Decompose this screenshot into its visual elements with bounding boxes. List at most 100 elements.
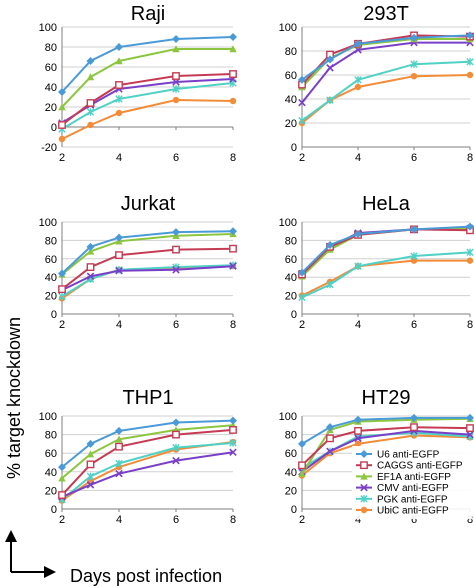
series-u6-anti-egfp	[298, 413, 474, 448]
data-point	[410, 413, 418, 422]
legend-marker	[360, 461, 368, 470]
y-tick-label: 60	[45, 254, 57, 266]
y-tick-label: 0	[291, 309, 297, 321]
x-tick-label: 2	[59, 152, 65, 164]
panel-raji: Raji -20 0 20 40 60 80 100 2 4 6 8	[39, 3, 237, 164]
data-point	[410, 252, 418, 260]
y-tick-label: 60	[285, 448, 297, 460]
series-u6-anti-egfp	[58, 227, 237, 278]
legend-marker	[360, 495, 368, 503]
data-point	[466, 413, 474, 422]
panel-jurkat: Jurkat 0 20 40 60 80 100 2 4 6 8	[39, 193, 237, 331]
y-tick-label: 20	[285, 118, 297, 130]
data-point	[115, 435, 123, 443]
series-ubic-anti-egfp	[298, 257, 474, 299]
data-point	[466, 248, 474, 257]
data-point	[298, 469, 306, 477]
y-tick-label: 60	[45, 62, 57, 74]
x-tick-label: 8	[467, 319, 473, 331]
x-tick-label: 6	[411, 514, 417, 526]
legend-item-ef1a-anti-egfp: EF1A anti-EGFP	[356, 472, 451, 483]
data-point	[326, 241, 334, 249]
series-caggs-anti-egfp	[58, 426, 237, 499]
series-line	[61, 36, 234, 93]
data-point	[326, 423, 334, 432]
data-point	[115, 251, 123, 260]
legend-item-caggs-anti-egfp: CAGGS anti-EGFP	[356, 461, 463, 472]
data-point	[298, 116, 306, 125]
data-point	[229, 70, 237, 78]
data-point	[115, 57, 123, 65]
x-tick-label: 4	[355, 514, 361, 526]
data-point	[115, 43, 123, 51]
data-point	[58, 474, 66, 482]
data-point	[115, 459, 123, 468]
series-caggs-anti-egfp	[298, 225, 474, 279]
legend-background	[352, 446, 472, 520]
panel-title: HeLa	[362, 193, 411, 215]
x-tick-label: 8	[467, 514, 473, 526]
y-tick-label: 100	[39, 22, 57, 34]
data-point	[326, 96, 334, 104]
data-point	[87, 121, 94, 129]
series-pgk-anti-egfp	[58, 439, 237, 504]
data-point	[86, 108, 95, 116]
legend-item-cmv-anti-egfp: CMV anti-EGFP	[356, 483, 449, 494]
data-point	[354, 440, 362, 448]
legend-label: EF1A anti-EGFP	[377, 472, 451, 483]
data-point	[229, 416, 237, 425]
data-point	[86, 481, 95, 489]
data-point	[86, 247, 95, 255]
series-u6-anti-egfp	[58, 33, 237, 96]
data-point	[298, 75, 306, 84]
data-point	[298, 293, 306, 302]
legend-label: UbiC anti-EGFP	[377, 506, 449, 517]
axis-arrow-icon	[5, 530, 56, 578]
data-point	[354, 76, 362, 84]
y-tick-label: 40	[45, 272, 57, 284]
data-point	[326, 434, 334, 443]
x-tick-label: 2	[59, 514, 65, 526]
data-point	[115, 442, 123, 451]
x-tick-label: 6	[173, 152, 179, 164]
y-tick-label: 40	[45, 467, 57, 479]
legend-marker	[360, 483, 368, 492]
y-tick-label: 100	[39, 411, 57, 423]
data-point	[229, 448, 237, 457]
x-tick-label: 8	[467, 152, 473, 164]
x-tick-label: 6	[173, 514, 179, 526]
x-tick-label: 4	[355, 152, 361, 164]
y-tick-label: 80	[45, 42, 57, 54]
data-point	[115, 81, 123, 89]
series-line	[301, 259, 470, 297]
x-tick-label: 8	[230, 152, 236, 164]
panel-293t: 293T 0 20 40 60 80 100 2 4 6 8	[279, 3, 474, 164]
data-point	[326, 64, 334, 72]
legend-item-ubic-anti-egfp: UbiC anti-EGFP	[356, 506, 449, 517]
x-tick-label: 2	[59, 319, 65, 331]
data-point	[86, 472, 95, 481]
y-tick-label: 0	[51, 122, 57, 134]
legend-item-pgk-anti-egfp: PGK anti-EGFP	[356, 494, 448, 505]
y-tick-label: 20	[45, 291, 57, 303]
y-axis-label: % target knockdown	[4, 317, 24, 479]
x-tick-label: 4	[355, 319, 361, 331]
y-tick-label: 0	[51, 309, 57, 321]
legend-marker	[360, 450, 368, 458]
data-point	[86, 272, 95, 281]
data-point	[326, 280, 334, 289]
data-point	[354, 262, 362, 270]
data-point	[354, 39, 362, 48]
data-point	[86, 439, 95, 448]
series-ef1a-anti-egfp	[58, 45, 237, 111]
data-point	[298, 268, 306, 277]
series-ef1a-anti-egfp	[58, 421, 237, 482]
x-axis-label: Days post infection	[70, 566, 222, 586]
x-tick-label: 4	[116, 152, 122, 164]
data-point	[229, 439, 237, 447]
series-pgk-anti-egfp	[298, 248, 474, 302]
data-point	[58, 463, 66, 472]
data-point	[354, 415, 362, 424]
legend-label: CAGGS anti-EGFP	[377, 461, 463, 472]
data-point	[229, 244, 237, 253]
